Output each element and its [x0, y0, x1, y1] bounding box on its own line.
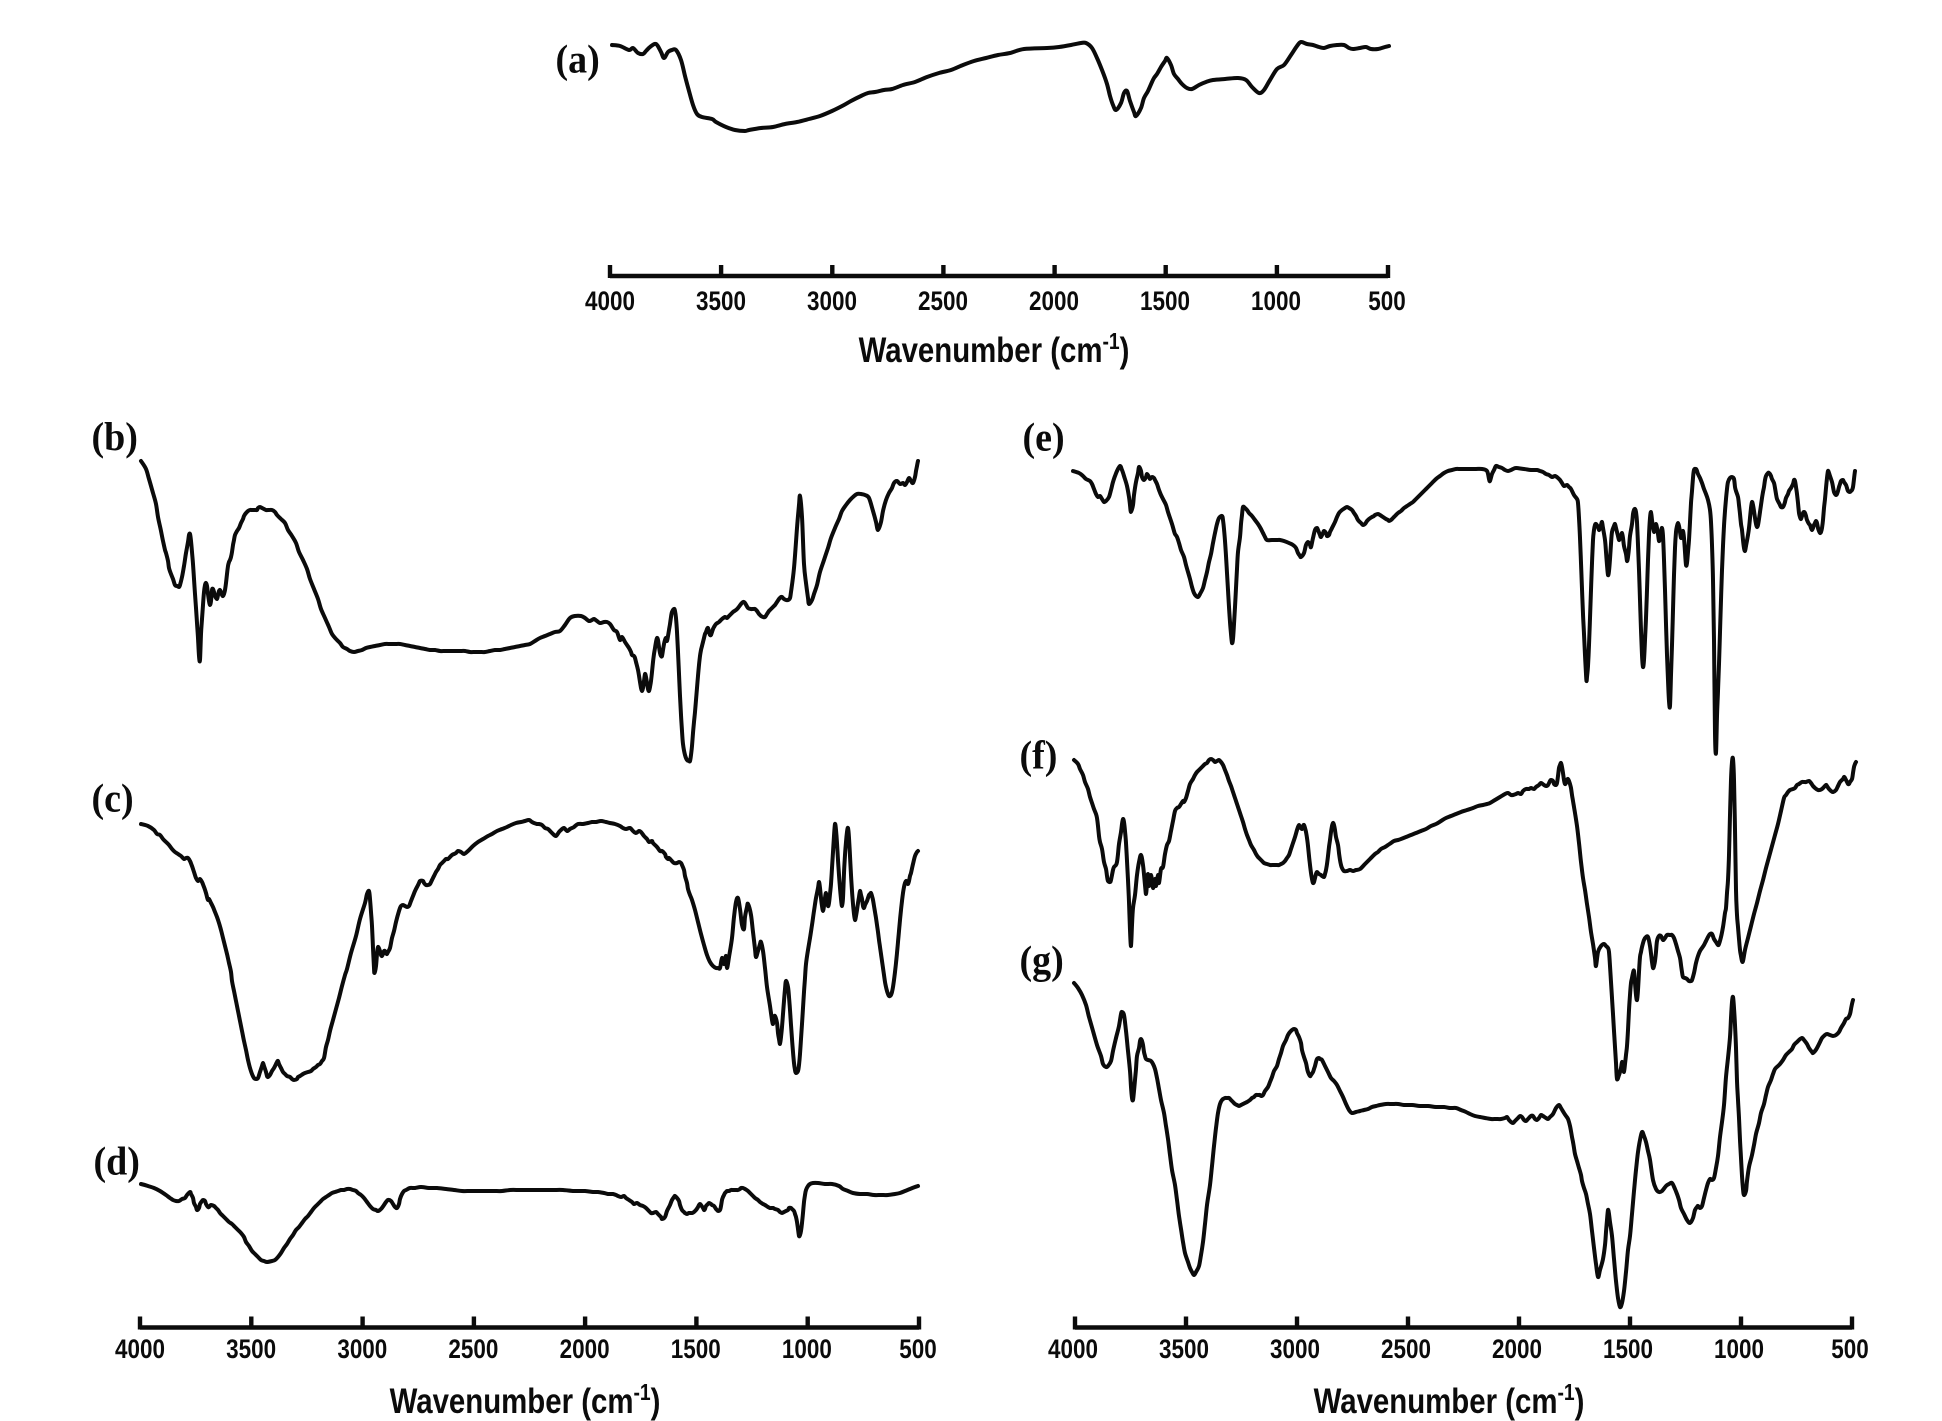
svg-text:(c): (c) — [92, 777, 134, 821]
svg-text:1500: 1500 — [1603, 1335, 1653, 1364]
svg-text:4000: 4000 — [1048, 1335, 1098, 1364]
svg-text:500: 500 — [1831, 1335, 1868, 1364]
svg-text:Wavenumber (cm-1): Wavenumber (cm-1) — [859, 330, 1130, 370]
svg-text:1000: 1000 — [1251, 287, 1301, 316]
svg-text:(b): (b) — [92, 415, 138, 459]
svg-text:Wavenumber (cm-1): Wavenumber (cm-1) — [1314, 1381, 1585, 1421]
svg-text:3500: 3500 — [226, 1335, 276, 1364]
svg-text:2000: 2000 — [560, 1335, 610, 1364]
svg-text:3000: 3000 — [807, 287, 857, 316]
svg-text:(d): (d) — [94, 1140, 140, 1184]
svg-text:2500: 2500 — [1381, 1335, 1431, 1364]
svg-text:(f): (f) — [1020, 734, 1058, 778]
svg-text:(a): (a) — [556, 38, 600, 82]
svg-text:2000: 2000 — [1492, 1335, 1542, 1364]
svg-text:4000: 4000 — [115, 1335, 165, 1364]
svg-text:(e): (e) — [1023, 416, 1065, 460]
svg-text:3500: 3500 — [696, 287, 746, 316]
svg-text:2000: 2000 — [1029, 287, 1079, 316]
svg-text:1000: 1000 — [1714, 1335, 1764, 1364]
svg-text:1500: 1500 — [671, 1335, 721, 1364]
svg-text:Wavenumber (cm-1): Wavenumber (cm-1) — [390, 1381, 661, 1421]
svg-text:3000: 3000 — [337, 1335, 387, 1364]
svg-text:(g): (g) — [1020, 939, 1064, 983]
svg-text:4000: 4000 — [585, 287, 635, 316]
svg-text:500: 500 — [1368, 287, 1405, 316]
svg-text:500: 500 — [899, 1335, 936, 1364]
svg-text:2500: 2500 — [918, 287, 968, 316]
svg-text:2500: 2500 — [448, 1335, 498, 1364]
svg-text:1500: 1500 — [1140, 287, 1190, 316]
svg-text:3000: 3000 — [1270, 1335, 1320, 1364]
svg-text:3500: 3500 — [1159, 1335, 1209, 1364]
svg-text:1000: 1000 — [782, 1335, 832, 1364]
